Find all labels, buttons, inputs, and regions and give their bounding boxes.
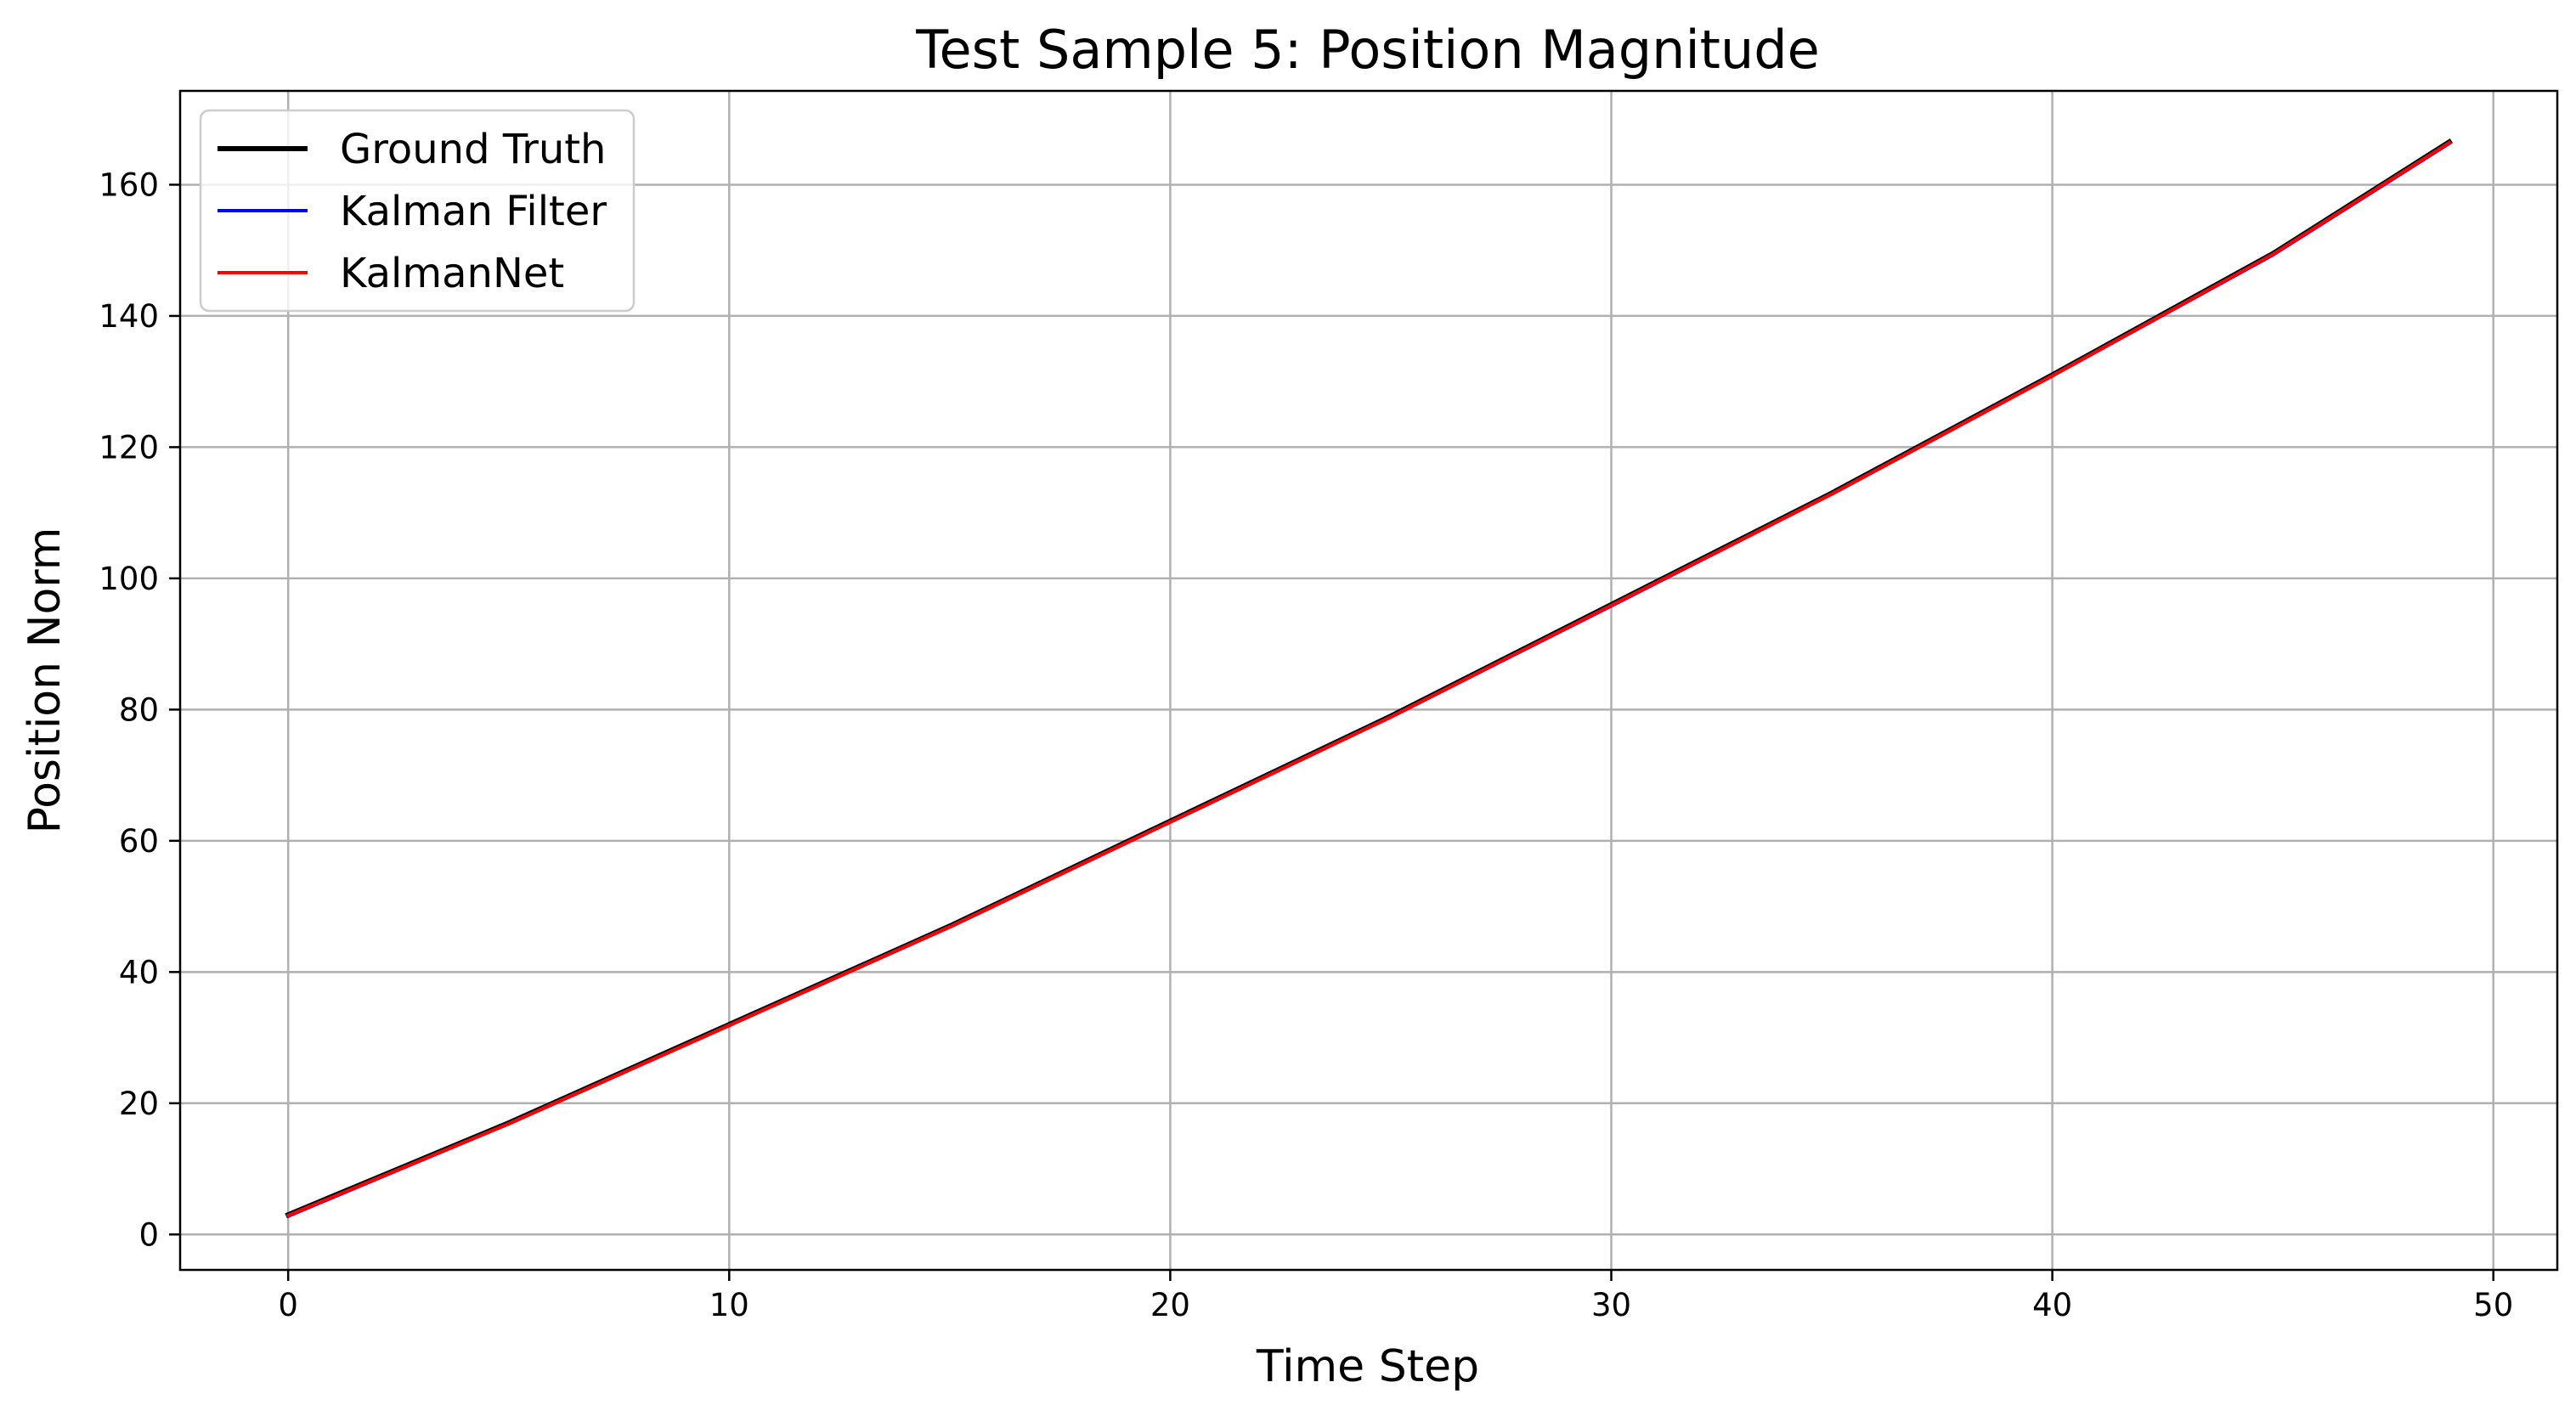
y-tick-label: 80: [119, 691, 159, 728]
y-tick-label: 0: [138, 1216, 159, 1253]
x-tick-label: 0: [278, 1287, 298, 1323]
y-tick-label: 20: [119, 1086, 159, 1122]
plot-frame: [178, 89, 2559, 1272]
y-tick-label: 40: [119, 954, 159, 990]
y-axis-ticks: 0 20 40 60 80 100 120 140 160: [99, 166, 180, 1253]
y-tick-label: 140: [99, 298, 159, 335]
y-tick-label: 120: [99, 429, 159, 465]
series-line-kalmannet: [285, 140, 2452, 1218]
y-axis-label: Position Norm: [20, 527, 71, 834]
x-tick-label: 40: [2032, 1287, 2072, 1323]
x-tick-label: 10: [709, 1287, 749, 1323]
x-axis-label: Time Step: [1256, 1341, 1479, 1392]
x-tick-label: 50: [2473, 1287, 2513, 1323]
legend-entries: Ground Truth Kalman Filter KalmanNet: [217, 126, 607, 297]
x-tick-label: 30: [1591, 1287, 1631, 1323]
grid: [180, 91, 2557, 1270]
series-lines: [285, 138, 2453, 1219]
x-axis-ticks: 0 10 20 30 40 50: [278, 1270, 2513, 1323]
y-tick-label: 100: [99, 561, 159, 597]
chart-title: Test Sample 5: Position Magnitude: [915, 19, 1820, 81]
legend-box: [199, 109, 636, 313]
y-tick-label: 160: [99, 166, 159, 203]
legend-label: Ground Truth: [340, 126, 606, 173]
x-tick-label: 20: [1150, 1287, 1190, 1323]
legend-label: KalmanNet: [340, 250, 564, 297]
legend-label: Kalman Filter: [340, 188, 607, 235]
legend: Ground Truth Kalman Filter KalmanNet: [199, 109, 636, 313]
y-tick-label: 60: [119, 823, 159, 860]
